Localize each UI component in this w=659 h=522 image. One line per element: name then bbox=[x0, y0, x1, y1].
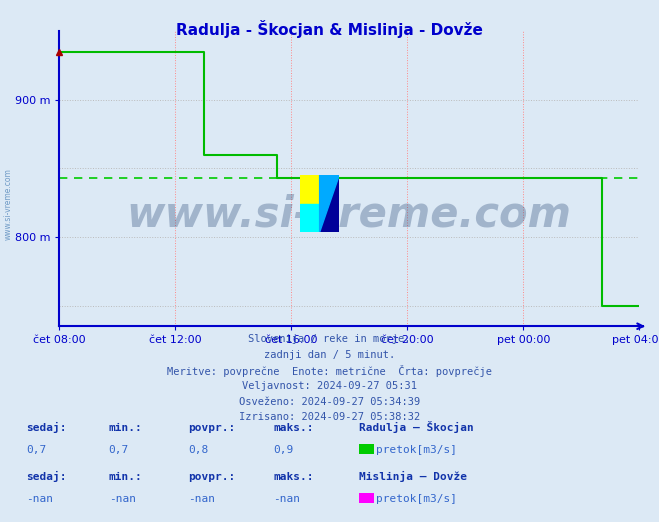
Bar bbox=[300, 175, 320, 204]
Text: Veljavnost: 2024-09-27 05:31: Veljavnost: 2024-09-27 05:31 bbox=[242, 381, 417, 391]
Text: pretok[m3/s]: pretok[m3/s] bbox=[376, 445, 457, 455]
Text: Slovenija / reke in morje.: Slovenija / reke in morje. bbox=[248, 334, 411, 344]
Text: min.:: min.: bbox=[109, 423, 142, 433]
Text: maks.:: maks.: bbox=[273, 423, 314, 433]
Polygon shape bbox=[320, 175, 339, 232]
Text: 0,7: 0,7 bbox=[26, 445, 47, 455]
Text: -nan: -nan bbox=[26, 494, 53, 504]
Text: povpr.:: povpr.: bbox=[188, 472, 235, 482]
Text: -nan: -nan bbox=[188, 494, 215, 504]
Bar bbox=[320, 175, 339, 232]
Text: Radulja – Škocjan: Radulja – Škocjan bbox=[359, 421, 474, 433]
Text: sedaj:: sedaj: bbox=[26, 471, 67, 482]
Text: min.:: min.: bbox=[109, 472, 142, 482]
Text: www.si-vreme.com: www.si-vreme.com bbox=[127, 193, 572, 235]
Bar bbox=[300, 204, 320, 232]
Text: -nan: -nan bbox=[273, 494, 301, 504]
Text: 0,8: 0,8 bbox=[188, 445, 208, 455]
Text: Mislinja – Dovže: Mislinja – Dovže bbox=[359, 471, 467, 482]
Text: Radulja - Škocjan & Mislinja - Dovže: Radulja - Škocjan & Mislinja - Dovže bbox=[176, 20, 483, 38]
Text: povpr.:: povpr.: bbox=[188, 423, 235, 433]
Text: sedaj:: sedaj: bbox=[26, 422, 67, 433]
Text: zadnji dan / 5 minut.: zadnji dan / 5 minut. bbox=[264, 350, 395, 360]
Text: Izrisano: 2024-09-27 05:38:32: Izrisano: 2024-09-27 05:38:32 bbox=[239, 412, 420, 422]
Text: Osveženo: 2024-09-27 05:34:39: Osveženo: 2024-09-27 05:34:39 bbox=[239, 397, 420, 407]
Text: maks.:: maks.: bbox=[273, 472, 314, 482]
Text: Meritve: povprečne  Enote: metrične  Črta: povprečje: Meritve: povprečne Enote: metrične Črta:… bbox=[167, 365, 492, 377]
Text: 0,7: 0,7 bbox=[109, 445, 129, 455]
Text: 0,9: 0,9 bbox=[273, 445, 294, 455]
Text: -nan: -nan bbox=[109, 494, 136, 504]
Text: pretok[m3/s]: pretok[m3/s] bbox=[376, 494, 457, 504]
Text: www.si-vreme.com: www.si-vreme.com bbox=[3, 168, 13, 240]
